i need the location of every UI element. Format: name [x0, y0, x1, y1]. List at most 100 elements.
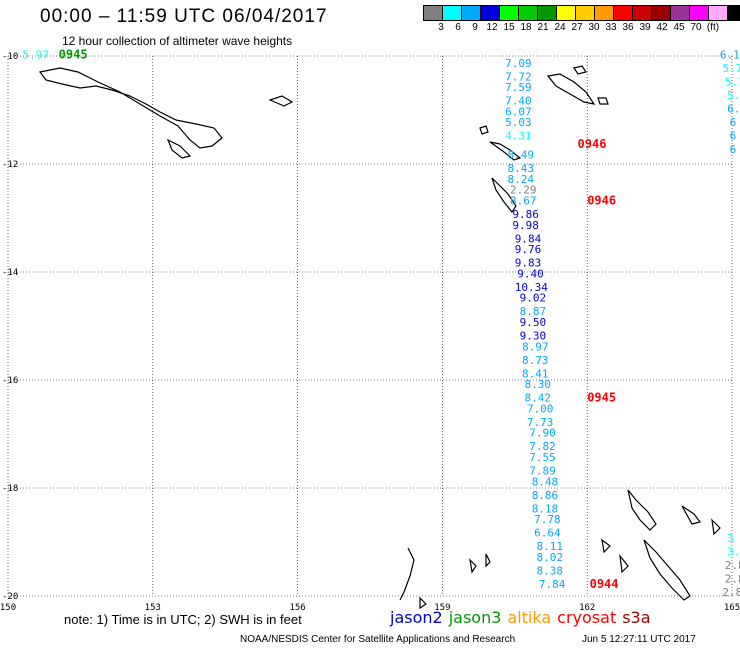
coastline-islet-h	[485, 553, 491, 568]
wave-height-value: 3.	[727, 546, 740, 559]
wave-height-value: 9.50	[520, 316, 547, 329]
wave-height-value: 9.86	[512, 208, 539, 221]
map-title: 00:00 – 11:59 UTC 06/04/2017	[40, 6, 328, 27]
colorbar-swatch	[651, 5, 671, 21]
colorbar-label: 45	[673, 22, 685, 33]
legend-altika: altika	[507, 608, 552, 627]
colorbar-swatch	[461, 5, 481, 21]
wave-height-value: 7.40	[505, 95, 532, 108]
generation-timestamp: Jun 5 12:27:11 UTC 2017	[582, 634, 696, 645]
wave-height-value: 9.76	[515, 243, 542, 256]
wave-height-value: 7.73	[527, 416, 554, 429]
latitude-tick-label: -12	[2, 160, 18, 170]
wave-height-value: 8.67	[510, 195, 537, 208]
coastline-malaita	[489, 141, 522, 161]
wave-height-value: 5.97	[22, 49, 49, 62]
coastline-islet-a	[166, 138, 192, 159]
colorbar-swatch	[537, 5, 557, 21]
coastline-islet-d	[573, 65, 587, 75]
wave-height-value: 8.38	[537, 564, 564, 577]
colorbar-swatch	[727, 5, 740, 21]
wave-height-value: 5.7	[722, 62, 740, 75]
wave-height-value: 7.82	[529, 440, 556, 453]
wave-height-value: 2.87	[722, 586, 740, 599]
wave-height-value: 6.07	[505, 105, 532, 118]
wave-height-value: 8.30	[524, 378, 551, 391]
wave-height-value: 7.90	[529, 427, 556, 440]
wave-height-value: 8.18	[532, 502, 559, 515]
colorbar-swatch	[594, 5, 614, 21]
colorbar-label: 27	[571, 22, 583, 33]
latitude-tick-label: -20	[2, 592, 18, 602]
wave-height-value: 6	[730, 130, 737, 143]
coastline-vanuatu-c	[619, 553, 629, 574]
legend-s3a: s3a	[622, 608, 651, 627]
coastline-islet-b	[268, 95, 294, 107]
colorbar-label: 42	[656, 22, 668, 33]
latitude-tick-label: -16	[2, 376, 18, 386]
wave-height-value: 8.42	[524, 392, 551, 405]
colorbar-swatch	[670, 5, 690, 21]
coastline-guadalcanal	[491, 177, 517, 214]
coastline-islet-g	[469, 558, 477, 574]
colorbar-label: 36	[622, 22, 634, 33]
wave-height-value: 7.72	[505, 70, 532, 83]
colorbar-label: 33	[605, 22, 617, 33]
coastline-vanuatu-d	[601, 538, 611, 554]
wave-height-value: 8.02	[537, 551, 564, 564]
colorbar-swatch	[423, 5, 443, 21]
longitude-tick-label: 162	[579, 603, 595, 613]
pass-time-label: 0945	[587, 391, 616, 405]
longitude-tick-label: 159	[434, 603, 450, 613]
wave-height-value: 8.48	[532, 475, 559, 488]
wave-height-value: 8.87	[520, 305, 547, 318]
coastline-san-cristobal	[546, 73, 596, 105]
wave-height-value: 8.41	[522, 367, 549, 380]
colorbar-label: 15	[503, 22, 515, 33]
wave-height-value: 7.59	[505, 81, 532, 94]
coastlines	[38, 65, 721, 610]
coastline-vanuatu-b	[681, 505, 702, 525]
colorbar-label: 30	[588, 22, 600, 33]
latitude-tick-label: -14	[2, 268, 18, 278]
wave-height-value: 5.1	[725, 76, 740, 89]
wave-height-value: 6.	[727, 103, 740, 116]
altimeter-observations: 7.097.727.597.406.075.034.31 8.498.438.24…	[22, 48, 740, 599]
wave-height-value: 7.78	[534, 513, 561, 526]
coastline-new-caledonia	[627, 489, 657, 531]
colorbar-label: 12	[486, 22, 498, 33]
wave-height-value: 2.8	[725, 573, 740, 586]
colorbar-label: 9	[472, 22, 478, 33]
wave-height-value: 9.40	[517, 267, 544, 280]
longitude-tick-label: 165	[724, 603, 740, 613]
latitude-tick-label: -18	[2, 484, 18, 494]
legend-cryosat: cryosat	[557, 608, 617, 627]
longitude-tick-label: 156	[289, 603, 305, 613]
wave-height-value: 8.86	[532, 489, 559, 502]
pass-time-label: 0945	[59, 48, 88, 62]
colorbar-swatch	[708, 5, 728, 21]
footer-note: note: 1) Time is in UTC; 2) SWH is in fe…	[64, 612, 302, 627]
colorbar-label: 24	[554, 22, 566, 33]
wave-height-value: 6.15	[720, 49, 740, 62]
wave-height-value: 2.8	[725, 559, 740, 572]
wave-height-value: 7.00	[527, 402, 554, 415]
wave-height-value: 8.11	[537, 540, 564, 553]
colorbar-label: 39	[639, 22, 651, 33]
map-grid: 150 153 156 159 162 165 -10 -12 -14 -16 -18 -20	[0, 52, 740, 613]
legend-jason2: jason2	[390, 608, 443, 627]
wave-height-value: 2.29	[510, 184, 537, 197]
colorbar-swatch	[575, 5, 595, 21]
wave-height-value: 7.84	[539, 578, 566, 591]
wave-height-value: 6.64	[534, 527, 561, 540]
wave-height-value: 8.73	[522, 354, 549, 367]
colorbar-swatch	[518, 5, 538, 21]
coastline-vanuatu-e	[711, 518, 721, 536]
colorbar-label: (ft)	[706, 22, 720, 33]
colorbar-label: 18	[520, 22, 532, 33]
wave-height-value: 5.03	[505, 116, 532, 129]
colorbar-swatch	[632, 5, 652, 21]
colorbar-label: 6	[455, 22, 461, 33]
wave-height-value: 8.43	[508, 162, 535, 175]
